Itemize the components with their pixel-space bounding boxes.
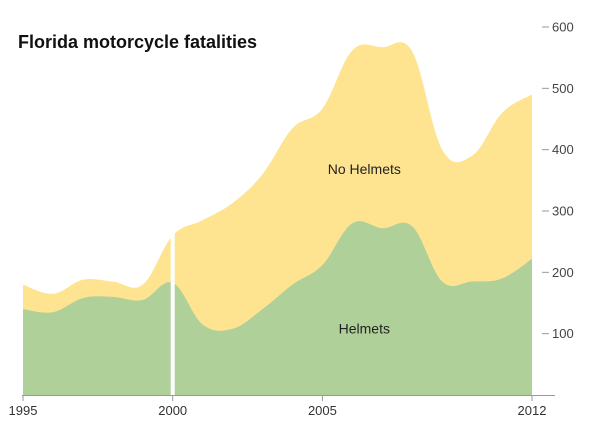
annotation-layer: No Helmets Helmets (328, 161, 401, 336)
chart-title: Florida motorcycle fatalities (18, 32, 257, 52)
y-tick-label: 600 (552, 20, 574, 35)
area-layer (23, 42, 532, 395)
y-tick-label: 200 (552, 265, 574, 280)
y-tick-label: 500 (552, 81, 574, 96)
y-tick-label: 100 (552, 326, 574, 341)
x-axis: 1995 2000 2005 2012 (9, 395, 555, 418)
y-axis: 100 200 300 400 500 600 (542, 20, 574, 341)
x-tick-label: 2000 (158, 403, 187, 418)
area-label: Helmets (339, 321, 390, 337)
x-tick-label: 2012 (518, 403, 547, 418)
y-tick-label: 400 (552, 142, 574, 157)
x-tick-label: 1995 (9, 403, 38, 418)
area-label: No Helmets (328, 161, 401, 177)
y-tick-label: 300 (552, 204, 574, 219)
x-tick-label: 2005 (308, 403, 337, 418)
area-helmets (23, 221, 532, 395)
